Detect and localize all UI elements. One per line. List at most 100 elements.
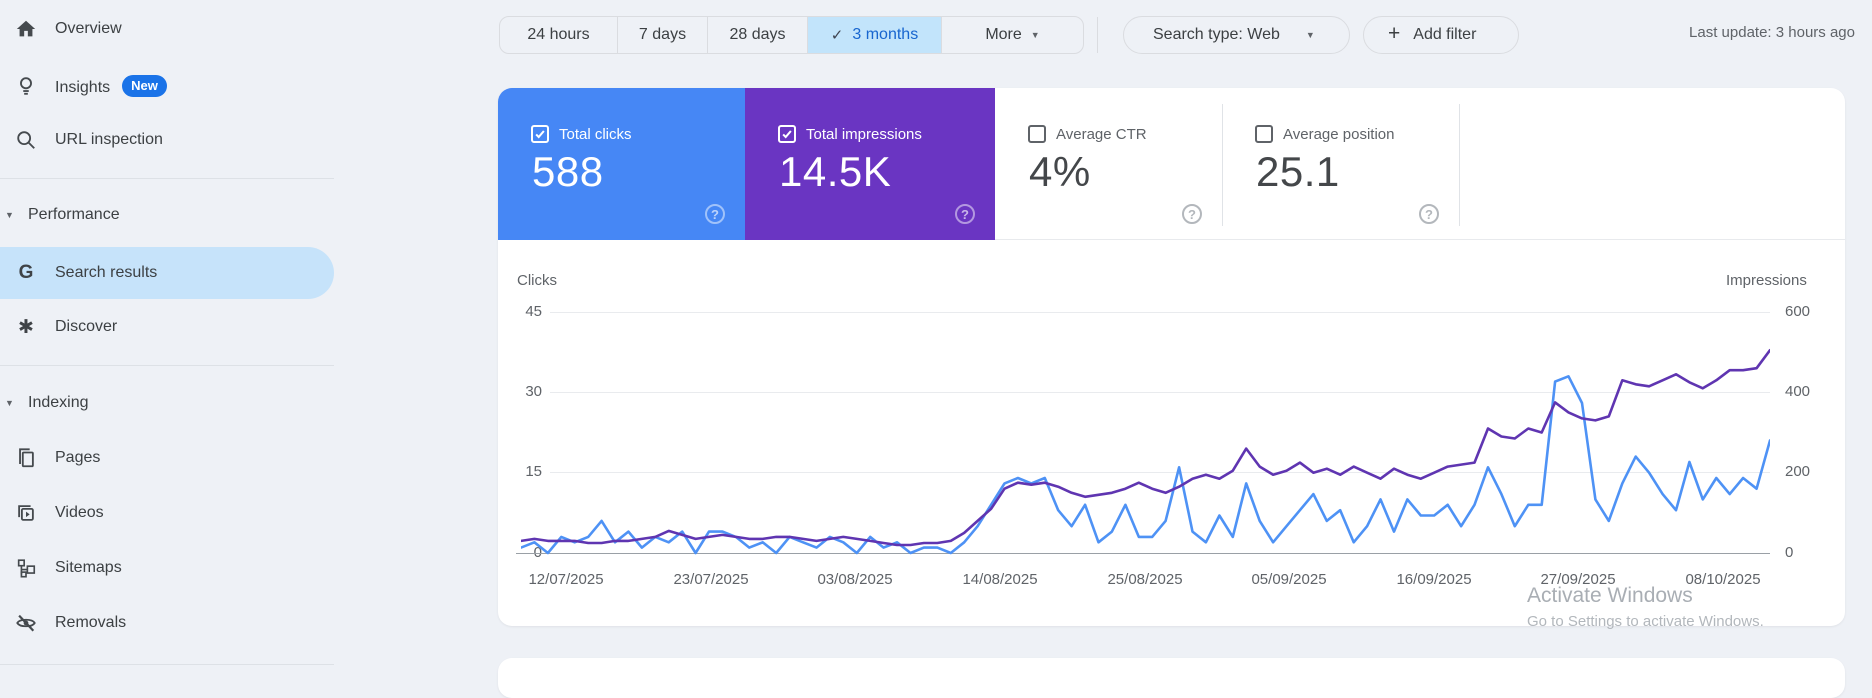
- last-update-text: Last update: 3 hours ago: [1689, 24, 1855, 41]
- x-axis-date: 25/08/2025: [1107, 571, 1183, 588]
- left-axis-title: Clicks: [517, 272, 557, 289]
- google-g-icon: G: [18, 262, 34, 283]
- right-axis-tick: 0: [1785, 544, 1794, 561]
- sidebar-section-performance[interactable]: ▼ Performance: [0, 193, 334, 237]
- new-badge: New: [122, 75, 167, 97]
- card-total-clicks[interactable]: Total clicks 588 ?: [498, 88, 745, 240]
- x-axis-date: 16/09/2025: [1396, 571, 1472, 588]
- sitemap-icon: [14, 556, 38, 580]
- left-axis-tick: 0: [496, 544, 542, 561]
- sidebar-divider: [0, 664, 334, 665]
- gridline: [550, 472, 1770, 473]
- tab-28-days[interactable]: 28 days: [707, 17, 807, 53]
- tab-label: 28 days: [729, 26, 786, 43]
- sidebar-item-removals[interactable]: Removals: [0, 601, 334, 645]
- tab-label: 3 months: [852, 26, 919, 43]
- chevron-down-icon: ▼: [5, 210, 14, 220]
- add-filter-button[interactable]: + Add filter: [1363, 16, 1519, 54]
- tab-7-days[interactable]: 7 days: [617, 17, 707, 53]
- toolbar-divider: [1097, 17, 1098, 53]
- search-icon: [14, 128, 38, 152]
- card-average-ctr[interactable]: Average CTR 4% ?: [995, 88, 1222, 240]
- card-value: 4%: [1029, 148, 1091, 195]
- gridline: [550, 312, 1770, 313]
- checkbox-checked-icon[interactable]: [531, 125, 549, 143]
- tab-label: 7 days: [638, 26, 687, 43]
- sidebar-item-label: Videos: [55, 504, 104, 521]
- tab-label: More: [985, 26, 1022, 43]
- tab-3-months[interactable]: ✓ 3 months: [807, 17, 941, 53]
- card-divider: [1222, 104, 1223, 226]
- sidebar-divider: [0, 178, 334, 179]
- sidebar-item-discover[interactable]: ✱ Discover: [0, 305, 334, 349]
- check-icon: ✓: [830, 27, 844, 44]
- checkbox-checked-icon[interactable]: [778, 125, 796, 143]
- sidebar-item-label: URL inspection: [55, 131, 163, 148]
- gridline: [550, 392, 1770, 393]
- x-axis-date: 12/07/2025: [528, 571, 604, 588]
- card-value: 14.5K: [779, 148, 892, 195]
- sidebar-item-sitemaps[interactable]: Sitemaps: [0, 546, 334, 590]
- activate-windows-watermark: Activate Windows: [1527, 584, 1693, 607]
- sidebar-section-indexing[interactable]: ▼ Indexing: [0, 381, 334, 425]
- performance-line-chart: [521, 348, 1770, 555]
- sidebar-item-label: Sitemaps: [55, 559, 122, 576]
- next-section-panel: [498, 658, 1845, 698]
- right-axis-tick: 200: [1785, 463, 1811, 480]
- add-filter-label: Add filter: [1413, 26, 1477, 43]
- x-axis-date: 05/09/2025: [1251, 571, 1327, 588]
- sidebar-item-insights[interactable]: Insights New: [0, 64, 334, 108]
- x-axis-date: 08/10/2025: [1685, 571, 1761, 588]
- chevron-down-icon: ▼: [1305, 30, 1315, 40]
- sidebar-item-overview[interactable]: Overview: [0, 7, 334, 51]
- checkbox-unchecked-icon[interactable]: [1255, 125, 1273, 143]
- left-axis-tick: 30: [525, 383, 542, 400]
- asterisk-icon: ✱: [18, 316, 34, 338]
- card-value: 588: [532, 148, 604, 195]
- card-label: Average position: [1283, 126, 1395, 143]
- checkbox-unchecked-icon[interactable]: [1028, 125, 1046, 143]
- tab-more[interactable]: More ▼: [941, 17, 1083, 53]
- right-axis-tick: 600: [1785, 303, 1811, 320]
- help-icon[interactable]: ?: [1419, 204, 1439, 224]
- sidebar-item-pages[interactable]: Pages: [0, 436, 334, 480]
- card-label: Total impressions: [806, 126, 922, 143]
- sidebar-item-label: Overview: [55, 20, 122, 37]
- card-divider: [1459, 104, 1460, 226]
- sidebar-item-label: Search results: [55, 264, 158, 281]
- sidebar-item-url-inspection[interactable]: URL inspection: [0, 118, 334, 162]
- sidebar-item-label: Insights: [55, 79, 111, 96]
- x-axis-line: [516, 553, 1770, 554]
- help-icon[interactable]: ?: [1182, 204, 1202, 224]
- impressions-line: [521, 348, 1770, 547]
- cards-row-border: [498, 239, 1845, 240]
- right-axis-tick: 400: [1785, 383, 1811, 400]
- help-icon[interactable]: ?: [705, 204, 725, 224]
- card-total-impressions[interactable]: Total impressions 14.5K ?: [745, 88, 995, 240]
- left-axis-tick: 45: [525, 303, 542, 320]
- date-range-tabs: 24 hours 7 days 28 days ✓ 3 months More …: [499, 16, 1084, 54]
- left-axis-tick: 15: [525, 463, 542, 480]
- right-axis-title: Impressions: [1726, 272, 1807, 289]
- tab-24-hours[interactable]: 24 hours: [500, 17, 617, 53]
- help-icon[interactable]: ?: [955, 204, 975, 224]
- sidebar-item-label: Pages: [55, 449, 101, 466]
- sidebar-item-videos[interactable]: Videos: [0, 491, 334, 535]
- chevron-down-icon: ▼: [5, 398, 14, 408]
- eye-off-icon: [14, 611, 38, 635]
- sidebar-item-search-results[interactable]: G Search results: [0, 247, 334, 299]
- home-icon: [14, 17, 38, 41]
- sidebar-item-label: Removals: [55, 614, 127, 631]
- card-average-position[interactable]: Average position 25.1 ?: [1222, 88, 1459, 240]
- plus-icon: +: [1388, 22, 1401, 45]
- sidebar-divider: [0, 365, 334, 366]
- x-axis-date: 23/07/2025: [673, 571, 749, 588]
- card-label: Average CTR: [1056, 126, 1147, 143]
- pages-icon: [14, 446, 38, 470]
- sidebar-section-label: Performance: [28, 206, 120, 223]
- card-label: Total clicks: [559, 126, 632, 143]
- video-icon: [14, 501, 38, 525]
- card-value: 25.1: [1256, 148, 1340, 195]
- tab-label: 24 hours: [527, 26, 590, 43]
- search-type-dropdown[interactable]: Search type: Web ▼: [1123, 16, 1350, 54]
